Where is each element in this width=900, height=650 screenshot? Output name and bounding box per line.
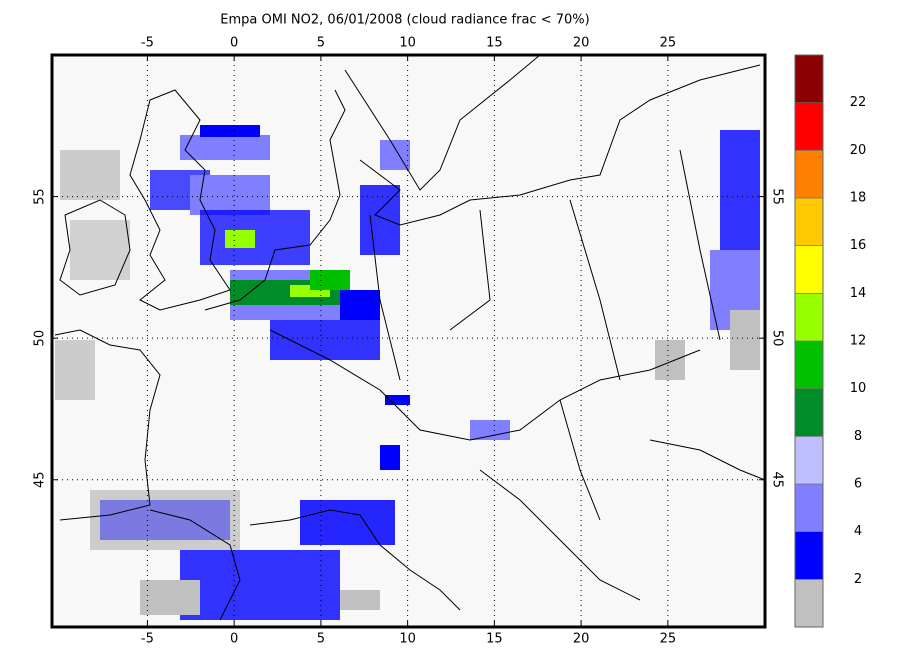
colorbar: 2 4 6 8 10 12 14 16 18 20 22: [794, 54, 867, 628]
lon-tick-label: 15: [486, 36, 503, 51]
lon-tick-label: -5: [141, 632, 154, 647]
lat-tick-label: 50: [33, 330, 48, 347]
colorbar-box: [794, 245, 824, 294]
map-frame: [50, 53, 767, 629]
coastlines-borders: [54, 54, 766, 621]
lon-tick-label: 10: [399, 632, 416, 647]
colorbar-frame: [794, 54, 824, 628]
lat-tick-label: 45: [770, 471, 785, 488]
lon-tick-label: 10: [399, 36, 416, 51]
colorbar-label: 10: [850, 381, 867, 396]
colorbar-label: 12: [850, 334, 867, 349]
map-title: Empa OMI NO2, 06/01/2008 (cloud radiance…: [220, 13, 589, 28]
colorbar-box: [794, 388, 824, 437]
colorbar-label: 14: [850, 286, 867, 301]
lon-tick-label: 20: [573, 632, 590, 647]
lon-tick-label: 0: [230, 632, 238, 647]
colorbar-box: [794, 293, 824, 342]
lon-tick-label: -5: [141, 36, 154, 51]
lon-tick-label: 25: [660, 632, 677, 647]
colorbar-box: [794, 102, 824, 151]
colorbar-label: 8: [854, 429, 862, 444]
lat-tick-label: 50: [770, 330, 785, 347]
colorbar-box: [794, 579, 824, 628]
lon-tick-label: 5: [317, 36, 325, 51]
lat-tick-label: 55: [33, 188, 48, 205]
colorbar-label: 2: [854, 572, 862, 587]
lon-tick-label: 15: [486, 632, 503, 647]
colorbar-label: 22: [850, 95, 867, 110]
colorbar-label: 16: [850, 238, 867, 253]
lat-tick-label: 55: [770, 188, 785, 205]
colorbar-box: [794, 340, 824, 389]
lon-tick-label: 5: [317, 632, 325, 647]
colorbar-box: [794, 483, 824, 532]
colorbar-label: 20: [850, 143, 867, 158]
lon-tick-label: 25: [660, 36, 677, 51]
colorbar-box: [794, 531, 824, 580]
colorbar-box: [794, 197, 824, 246]
colorbar-label: 18: [850, 191, 867, 206]
lat-tick-label: 45: [33, 471, 48, 488]
colorbar-box: [794, 54, 824, 103]
colorbar-box: [794, 150, 824, 199]
lon-tick-label: 20: [573, 36, 590, 51]
colorbar-label: 4: [854, 524, 862, 539]
colorbar-label: 6: [854, 477, 862, 492]
colorbar-box: [794, 436, 824, 485]
lon-tick-label: 0: [230, 36, 238, 51]
